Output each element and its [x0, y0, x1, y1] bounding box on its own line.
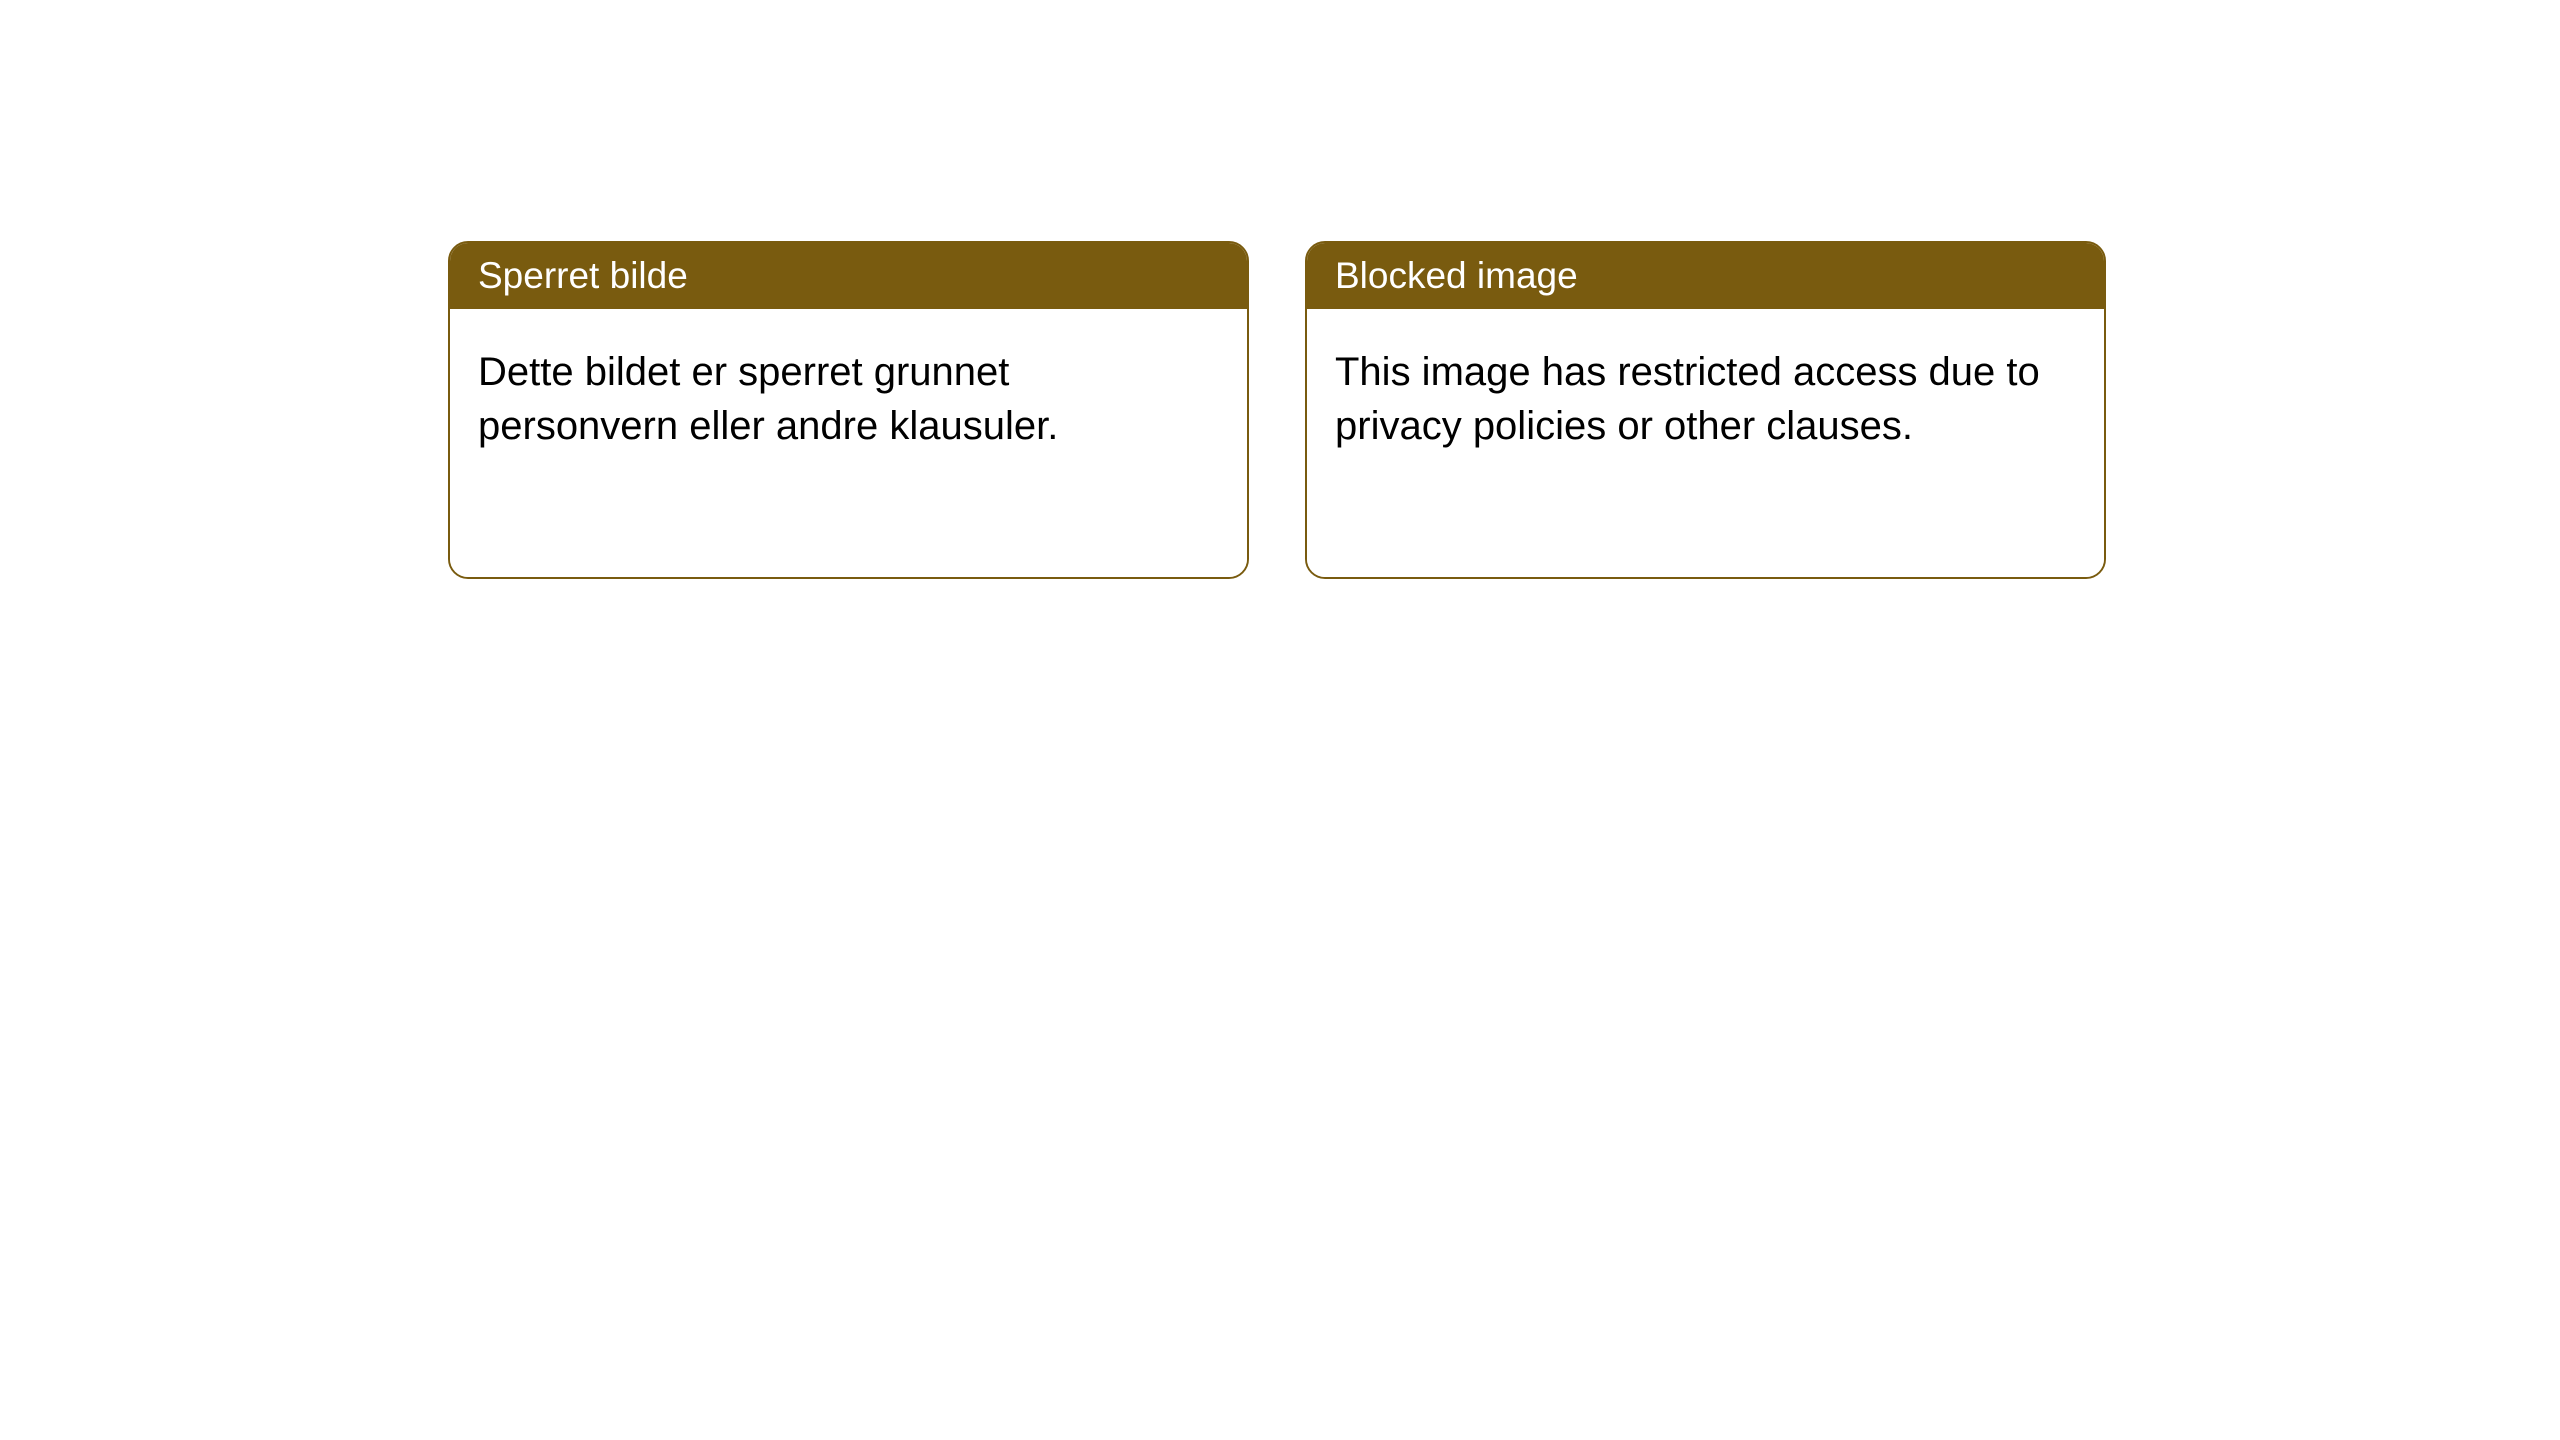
notice-body-norwegian: Dette bildet er sperret grunnet personve…: [450, 309, 1247, 577]
notice-title-norwegian: Sperret bilde: [478, 255, 688, 296]
notice-header-english: Blocked image: [1307, 243, 2104, 309]
notice-card-english: Blocked image This image has restricted …: [1305, 241, 2106, 579]
notice-title-english: Blocked image: [1335, 255, 1578, 296]
notice-body-english: This image has restricted access due to …: [1307, 309, 2104, 577]
notice-container: Sperret bilde Dette bildet er sperret gr…: [448, 241, 2106, 579]
notice-message-norwegian: Dette bildet er sperret grunnet personve…: [478, 350, 1058, 448]
notice-card-norwegian: Sperret bilde Dette bildet er sperret gr…: [448, 241, 1249, 579]
notice-message-english: This image has restricted access due to …: [1335, 350, 2040, 448]
notice-header-norwegian: Sperret bilde: [450, 243, 1247, 309]
